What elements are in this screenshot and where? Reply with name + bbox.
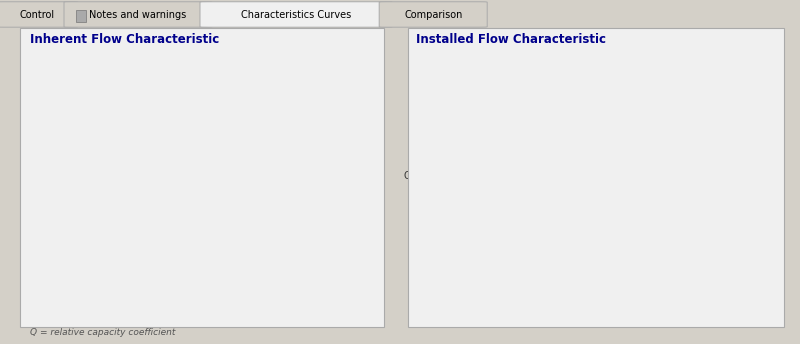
FancyBboxPatch shape bbox=[379, 2, 487, 27]
Text: Control: Control bbox=[19, 10, 54, 20]
X-axis label: Relative travel h: Relative travel h bbox=[170, 301, 250, 311]
FancyBboxPatch shape bbox=[0, 2, 78, 27]
FancyBboxPatch shape bbox=[200, 2, 392, 27]
Text: Installed Flow Characteristic: Installed Flow Characteristic bbox=[416, 33, 606, 46]
Y-axis label: Q: Q bbox=[404, 171, 411, 181]
Y-axis label: Q: Q bbox=[28, 171, 35, 181]
Bar bbox=[76, 10, 86, 22]
Text: Characteristics Curves: Characteristics Curves bbox=[241, 10, 351, 20]
FancyBboxPatch shape bbox=[64, 2, 212, 27]
X-axis label: Relative travel h: Relative travel h bbox=[556, 301, 636, 311]
Text: Inherent Flow Characteristic: Inherent Flow Characteristic bbox=[30, 33, 220, 46]
Text: Notes and warnings: Notes and warnings bbox=[90, 10, 186, 20]
Title: Inherent Flow Characteristic: Inherent Flow Characteristic bbox=[126, 64, 294, 74]
Text: Q = relative capacity coefficient: Q = relative capacity coefficient bbox=[30, 328, 176, 337]
Text: Comparison: Comparison bbox=[404, 10, 462, 20]
Title: Installed Flow Characteristic: Installed Flow Characteristic bbox=[512, 64, 680, 74]
